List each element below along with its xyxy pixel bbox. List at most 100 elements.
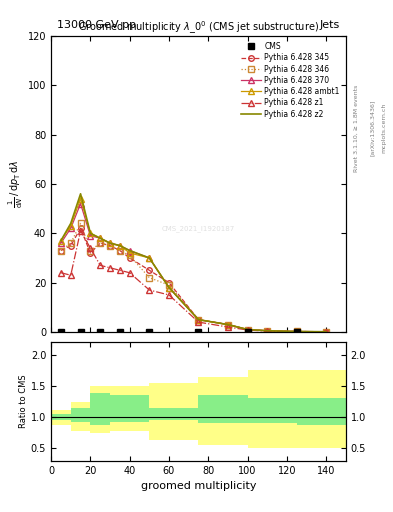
Pythia 6.428 ambt1	[294, 328, 299, 334]
Pythia 6.428 370	[78, 201, 83, 207]
Pythia 6.428 z1	[167, 292, 171, 298]
Pythia 6.428 z1	[98, 262, 103, 268]
CMS	[196, 329, 201, 335]
Pythia 6.428 345	[265, 328, 270, 334]
Pythia 6.428 370	[167, 285, 171, 291]
Pythia 6.428 ambt1	[226, 322, 230, 328]
Pythia 6.428 z1	[68, 272, 73, 279]
Pythia 6.428 z2	[118, 243, 122, 249]
Pythia 6.428 370	[118, 243, 122, 249]
Line: Pythia 6.428 345: Pythia 6.428 345	[58, 226, 329, 334]
Pythia 6.428 345	[147, 267, 152, 273]
CMS	[147, 329, 152, 335]
Pythia 6.428 z1	[78, 228, 83, 234]
Pythia 6.428 z2	[324, 329, 329, 335]
Text: Jets: Jets	[320, 20, 340, 30]
Pythia 6.428 370	[68, 225, 73, 231]
CMS	[294, 329, 299, 335]
CMS	[245, 329, 250, 335]
Pythia 6.428 z2	[78, 190, 83, 197]
Text: CMS_2021_I1920187: CMS_2021_I1920187	[162, 225, 235, 232]
Pythia 6.428 346	[108, 243, 112, 249]
Pythia 6.428 z2	[265, 328, 270, 334]
Pythia 6.428 z2	[108, 240, 112, 246]
Pythia 6.428 z2	[127, 247, 132, 253]
Pythia 6.428 ambt1	[245, 327, 250, 333]
Pythia 6.428 370	[245, 327, 250, 333]
Pythia 6.428 z1	[294, 329, 299, 335]
Pythia 6.428 345	[245, 327, 250, 333]
Pythia 6.428 ambt1	[127, 250, 132, 256]
Pythia 6.428 370	[324, 329, 329, 335]
CMS	[59, 329, 63, 335]
Y-axis label: $\frac{1}{\mathrm{d}N}\,/\,\mathrm{d}p_{\mathrm{T}}\,\mathrm{d}\lambda$: $\frac{1}{\mathrm{d}N}\,/\,\mathrm{d}p_{…	[7, 160, 25, 208]
Pythia 6.428 ambt1	[118, 243, 122, 249]
Pythia 6.428 z1	[265, 328, 270, 334]
Pythia 6.428 z1	[88, 245, 93, 251]
Pythia 6.428 z2	[68, 220, 73, 226]
Pythia 6.428 370	[265, 328, 270, 334]
Line: Pythia 6.428 370: Pythia 6.428 370	[58, 201, 329, 334]
Pythia 6.428 346	[294, 328, 299, 334]
Pythia 6.428 z1	[127, 270, 132, 276]
Pythia 6.428 370	[88, 232, 93, 239]
Pythia 6.428 z2	[98, 235, 103, 241]
Pythia 6.428 345	[127, 255, 132, 261]
Line: Pythia 6.428 346: Pythia 6.428 346	[58, 221, 329, 334]
Pythia 6.428 ambt1	[147, 255, 152, 261]
Text: 13000 GeV pp: 13000 GeV pp	[57, 20, 136, 30]
Pythia 6.428 346	[78, 220, 83, 226]
Pythia 6.428 370	[98, 235, 103, 241]
Pythia 6.428 370	[196, 316, 201, 323]
Pythia 6.428 346	[245, 327, 250, 333]
Pythia 6.428 345	[78, 225, 83, 231]
Pythia 6.428 z2	[167, 285, 171, 291]
Pythia 6.428 ambt1	[59, 238, 63, 244]
Pythia 6.428 ambt1	[68, 223, 73, 229]
Pythia 6.428 ambt1	[265, 328, 270, 334]
X-axis label: groomed multiplicity: groomed multiplicity	[141, 481, 256, 491]
Pythia 6.428 370	[127, 247, 132, 253]
Pythia 6.428 345	[294, 328, 299, 334]
Line: CMS: CMS	[58, 329, 299, 335]
Pythia 6.428 z1	[147, 287, 152, 293]
Pythia 6.428 345	[196, 316, 201, 323]
Pythia 6.428 z1	[118, 267, 122, 273]
Pythia 6.428 z2	[294, 328, 299, 334]
Y-axis label: Ratio to CMS: Ratio to CMS	[19, 375, 28, 429]
Pythia 6.428 370	[147, 255, 152, 261]
Pythia 6.428 ambt1	[98, 235, 103, 241]
Pythia 6.428 345	[167, 280, 171, 286]
Text: mcplots.cern.ch: mcplots.cern.ch	[381, 103, 386, 153]
CMS	[78, 329, 83, 335]
Pythia 6.428 346	[127, 252, 132, 259]
Pythia 6.428 ambt1	[78, 196, 83, 202]
Pythia 6.428 370	[59, 240, 63, 246]
Pythia 6.428 346	[68, 240, 73, 246]
Pythia 6.428 z2	[88, 230, 93, 237]
Text: [arXiv:1306.3436]: [arXiv:1306.3436]	[369, 100, 375, 156]
Pythia 6.428 345	[98, 240, 103, 246]
Pythia 6.428 z1	[59, 270, 63, 276]
Pythia 6.428 345	[108, 243, 112, 249]
Pythia 6.428 z2	[59, 238, 63, 244]
Pythia 6.428 346	[324, 329, 329, 335]
Pythia 6.428 346	[59, 247, 63, 253]
Line: Pythia 6.428 z2: Pythia 6.428 z2	[61, 194, 326, 332]
Pythia 6.428 345	[118, 247, 122, 253]
Pythia 6.428 346	[196, 316, 201, 323]
Pythia 6.428 345	[88, 250, 93, 256]
Pythia 6.428 ambt1	[324, 329, 329, 335]
Pythia 6.428 370	[108, 240, 112, 246]
Pythia 6.428 z1	[108, 265, 112, 271]
Pythia 6.428 ambt1	[88, 230, 93, 237]
Pythia 6.428 z1	[324, 329, 329, 335]
Title: Groomed multiplicity $\lambda\_0^0$ (CMS jet substructure): Groomed multiplicity $\lambda\_0^0$ (CMS…	[78, 19, 319, 36]
Pythia 6.428 z1	[245, 327, 250, 333]
Pythia 6.428 ambt1	[167, 285, 171, 291]
Pythia 6.428 346	[118, 247, 122, 253]
Pythia 6.428 z1	[196, 319, 201, 325]
Pythia 6.428 346	[226, 322, 230, 328]
Pythia 6.428 345	[59, 247, 63, 253]
Pythia 6.428 z1	[226, 324, 230, 330]
